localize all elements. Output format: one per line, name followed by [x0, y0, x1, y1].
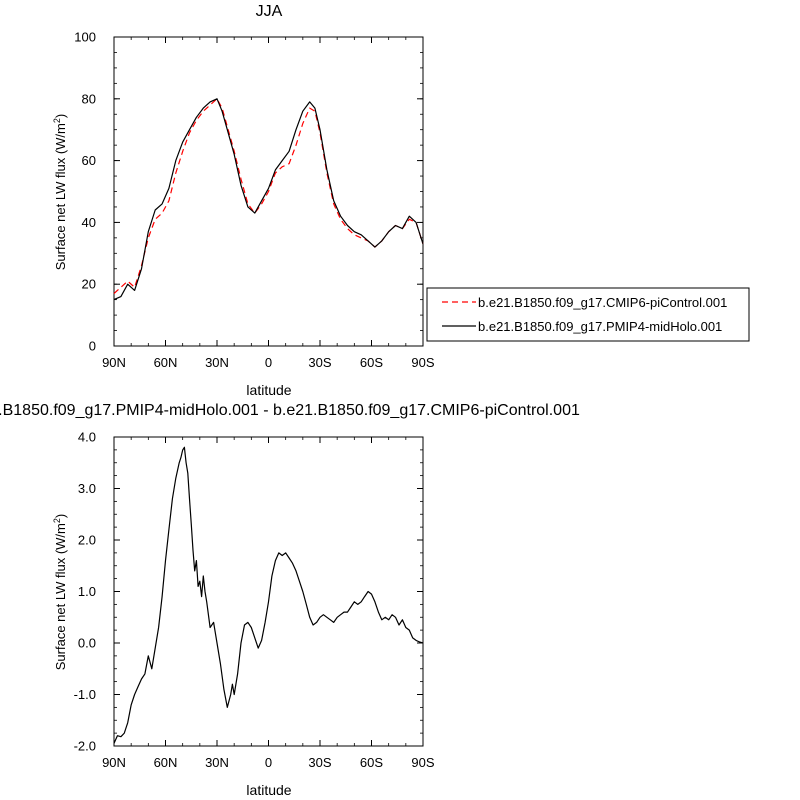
bottom-panel: b.e21.B1850.f09_g17.PMIP4-midHolo.001 - …	[0, 402, 580, 798]
top-x-axis-label: latitude	[246, 382, 291, 398]
top-series-group	[113, 98, 424, 301]
legend-box	[426, 287, 750, 342]
bottom-x-axis-label: latitude	[246, 782, 291, 798]
top-x-tick-label: 90S	[411, 355, 434, 370]
bottom-x-tick-label: 60S	[360, 755, 383, 770]
bottom-x-tick-label: 30S	[308, 755, 331, 770]
bottom-x-tick-label: 0	[265, 755, 272, 770]
bottom-y-axis-label: Surface net LW flux (W/m2)	[52, 514, 68, 671]
top-y-tick-label: 20	[82, 277, 96, 292]
bottom-y-tick-label: -1.0	[74, 687, 96, 702]
top-y-tick-label: 100	[74, 30, 96, 45]
top-y-tick-label: 0	[89, 339, 96, 354]
bottom-y-tick-label: 2.0	[78, 533, 96, 548]
legend-label-midholo: b.e21.B1850.f09_g17.PMIP4-midHolo.001	[478, 319, 722, 334]
bottom-axis-ticks: 90N 60N 30N 0 30S 60S 90S -2.0 -1.0 0.0 1.0 2.0 3.0 4…	[74, 430, 435, 771]
bottom-y-tick-label: 4.0	[78, 430, 96, 445]
bottom-series-group	[113, 446, 424, 744]
bottom-chart-title: b.e21.B1850.f09_g17.PMIP4-midHolo.001 - …	[0, 402, 580, 419]
legend: b.e21.B1850.f09_g17.CMIP6-piControl.001 …	[426, 287, 750, 342]
top-y-tick-label: 80	[82, 91, 96, 106]
bottom-y-tick-label: 3.0	[78, 481, 96, 496]
top-x-tick-label: 30N	[205, 355, 229, 370]
legend-label-picontrol: b.e21.B1850.f09_g17.CMIP6-piControl.001	[478, 295, 727, 310]
bottom-plot-frame	[113, 436, 424, 747]
bottom-series-line-0	[113, 446, 424, 744]
top-chart-title: JJA	[256, 3, 283, 20]
bottom-x-tick-label: 60N	[154, 755, 178, 770]
bottom-x-tick-label: 30N	[205, 755, 229, 770]
top-y-tick-label: 60	[82, 153, 96, 168]
top-x-tick-label: 60S	[360, 355, 383, 370]
top-y-tick-label: 40	[82, 215, 96, 230]
top-x-tick-label: 30S	[308, 355, 331, 370]
top-x-tick-label: 60N	[154, 355, 178, 370]
top-series-line-0	[113, 98, 424, 294]
bottom-x-tick-label: 90N	[102, 755, 126, 770]
top-x-tick-label: 90N	[102, 355, 126, 370]
top-x-tick-label: 0	[265, 355, 272, 370]
bottom-x-tick-label: 90S	[411, 755, 434, 770]
top-axis-ticks: 90N 60N 30N 0 30S 60S 90S 0 20 40 60 80 100	[74, 30, 435, 371]
bottom-y-tick-label: 0.0	[78, 636, 96, 651]
top-y-axis-label: Surface net LW flux (W/m2)	[52, 114, 68, 271]
bottom-y-tick-label: 1.0	[78, 584, 96, 599]
top-series-line-1	[113, 98, 424, 301]
bottom-y-tick-label: -2.0	[74, 739, 96, 754]
top-panel: JJA 90N 60N 30N 0 30S 60S 90S 0 20 40 60 80 100 lati…	[52, 3, 435, 398]
